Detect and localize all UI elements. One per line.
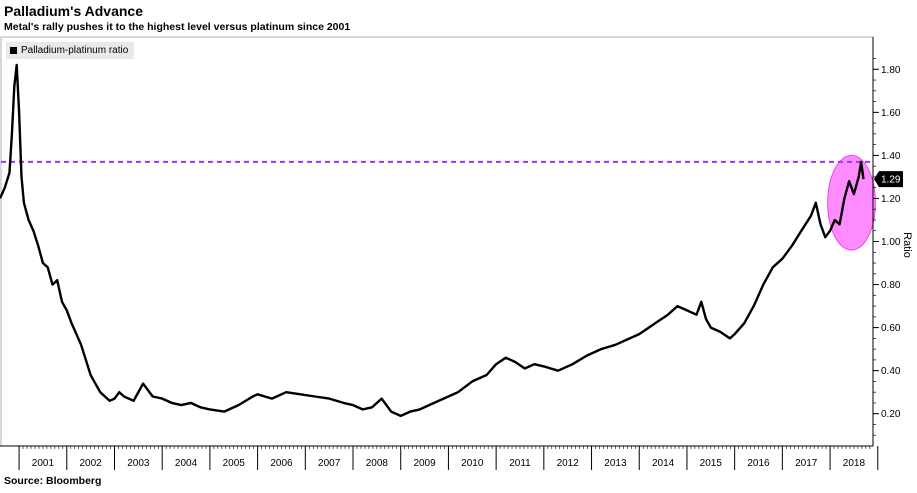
y-tick-label: 1.80: [881, 65, 901, 76]
current-value-tag: [874, 171, 903, 188]
y-tick-label: 1.20: [881, 194, 901, 205]
x-tick-label: 2008: [366, 458, 389, 469]
y-axis: 0.20 0.40 0.60 0.80 1.00 1.20 1.40 1.60 1.80: [872, 37, 901, 446]
y-tick-label: 0.60: [881, 323, 901, 334]
x-tick-label: 2004: [175, 458, 198, 469]
plot-border: [0, 36, 874, 447]
y-tick-label: 1.40: [881, 151, 901, 162]
y-tick-label: 1.60: [881, 108, 901, 119]
x-tick-label: 2017: [795, 458, 818, 469]
y-tick-label: 1.00: [881, 237, 901, 248]
x-tick-label: 2015: [700, 458, 723, 469]
highlight-layer: [827, 154, 876, 251]
x-tick-label: 2010: [461, 458, 484, 469]
x-tick-label: 2009: [413, 458, 436, 469]
x-tick-label: 2003: [127, 458, 150, 469]
x-tick-label: 2012: [557, 458, 580, 469]
x-tick-label: 2014: [652, 458, 675, 469]
chart-title: Palladium's Advance: [4, 3, 143, 19]
y-axis-label: Ratio: [901, 232, 913, 258]
y-tick-label: 0.40: [881, 366, 901, 377]
x-tick-label: 2011: [509, 458, 531, 469]
x-axis: 2001 2002 2003 2004 2005 2006 2007 2008 2009 2010…: [0, 445, 879, 470]
x-tick-label: 2018: [843, 458, 866, 469]
chart-subtitle: Metal's rally pushes it to the highest l…: [4, 21, 351, 33]
chart-source: Source: Bloomberg: [4, 475, 102, 487]
legend: Palladium-platinum ratio: [6, 42, 135, 59]
x-tick-label: 2005: [223, 458, 246, 469]
plot-area: [0, 36, 874, 447]
x-tick-label: 2002: [80, 458, 103, 469]
x-tick-label: 2006: [270, 458, 293, 469]
y-tick-label: 0.20: [881, 409, 901, 420]
highlight-ellipse: [827, 154, 876, 251]
current-value-marker: 1.29: [874, 171, 903, 188]
x-tick-label: 2001: [32, 458, 55, 469]
legend-label: Palladium-platinum ratio: [21, 45, 129, 56]
current-value-label: 1.29: [881, 175, 901, 186]
x-tick-label: 2016: [747, 458, 770, 469]
y-tick-label: 0.80: [881, 280, 901, 291]
legend-swatch: [10, 47, 17, 54]
x-tick-label: 2007: [318, 458, 341, 469]
x-tick-label: 2013: [604, 458, 627, 469]
series-line-0: [0, 63, 865, 418]
series-layer: [0, 63, 865, 418]
